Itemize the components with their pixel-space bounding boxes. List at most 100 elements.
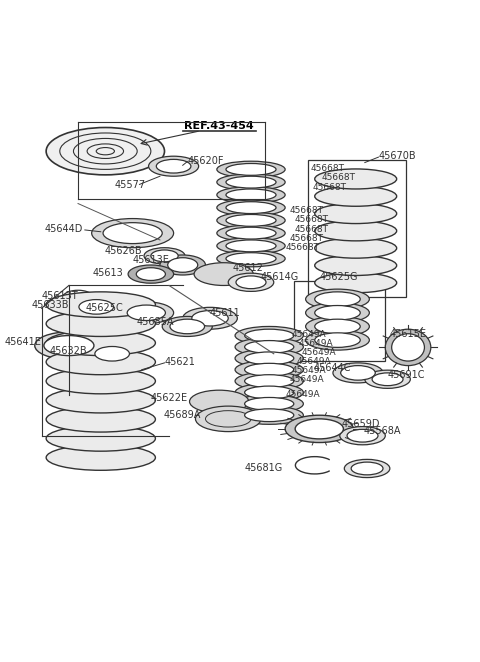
Ellipse shape [127, 305, 166, 320]
Ellipse shape [344, 459, 390, 477]
Ellipse shape [306, 316, 369, 336]
Text: 45611: 45611 [210, 308, 241, 318]
Ellipse shape [170, 319, 204, 334]
Text: 45668T: 45668T [322, 173, 356, 182]
Text: 45613: 45613 [93, 268, 123, 278]
Ellipse shape [315, 186, 396, 207]
Ellipse shape [92, 218, 174, 248]
Ellipse shape [128, 265, 174, 283]
Text: 45668T: 45668T [294, 224, 328, 234]
Text: 45632B: 45632B [49, 346, 87, 356]
Text: 45668T: 45668T [312, 183, 347, 192]
Ellipse shape [245, 352, 294, 365]
Text: 45668T: 45668T [290, 234, 324, 243]
Text: 45625G: 45625G [319, 272, 358, 282]
Ellipse shape [217, 213, 285, 228]
Ellipse shape [245, 363, 294, 376]
Ellipse shape [226, 227, 276, 239]
Ellipse shape [315, 256, 396, 275]
Ellipse shape [226, 214, 276, 226]
Ellipse shape [245, 409, 294, 422]
Text: 45615E: 45615E [390, 329, 427, 339]
Ellipse shape [151, 250, 178, 261]
Ellipse shape [168, 258, 198, 272]
Ellipse shape [306, 289, 369, 309]
Text: 45644D: 45644D [44, 224, 83, 234]
Text: 45649A: 45649A [297, 357, 331, 366]
Ellipse shape [245, 397, 294, 410]
Ellipse shape [162, 316, 212, 336]
Text: 45649A: 45649A [285, 390, 320, 399]
Ellipse shape [217, 238, 285, 254]
Ellipse shape [306, 303, 369, 323]
Text: 45691C: 45691C [387, 369, 425, 380]
Ellipse shape [103, 222, 162, 244]
Ellipse shape [217, 162, 285, 177]
Ellipse shape [183, 307, 237, 329]
Text: 45614G: 45614G [260, 272, 299, 282]
Ellipse shape [136, 267, 166, 281]
Text: 45659D: 45659D [342, 419, 381, 430]
Text: 45649A: 45649A [301, 348, 336, 357]
Ellipse shape [333, 363, 383, 383]
Text: 45681G: 45681G [245, 463, 283, 473]
Ellipse shape [235, 372, 303, 390]
Text: 45649A: 45649A [290, 375, 324, 384]
Ellipse shape [226, 253, 276, 265]
Ellipse shape [306, 330, 369, 350]
Ellipse shape [315, 273, 396, 293]
Ellipse shape [235, 326, 303, 345]
Ellipse shape [46, 426, 156, 451]
Ellipse shape [217, 199, 285, 216]
Ellipse shape [392, 334, 424, 361]
Ellipse shape [144, 248, 185, 264]
Text: 45626B: 45626B [104, 246, 142, 256]
Text: 45685A: 45685A [136, 317, 174, 327]
Ellipse shape [315, 203, 396, 224]
Ellipse shape [295, 419, 343, 439]
Ellipse shape [236, 276, 266, 289]
Ellipse shape [315, 292, 360, 307]
Ellipse shape [46, 292, 156, 317]
Text: 45612: 45612 [233, 263, 264, 273]
Text: 45644C: 45644C [313, 363, 351, 373]
Ellipse shape [217, 250, 285, 267]
Ellipse shape [71, 297, 121, 317]
Text: 45613E: 45613E [132, 256, 169, 265]
Text: 45641E: 45641E [5, 338, 42, 348]
Ellipse shape [315, 238, 396, 258]
Text: 45668T: 45668T [310, 164, 344, 173]
Ellipse shape [285, 415, 353, 442]
Text: 45622E: 45622E [150, 393, 187, 403]
Text: 45668T: 45668T [294, 215, 328, 224]
Ellipse shape [226, 176, 276, 188]
Ellipse shape [149, 156, 199, 176]
Text: 45577: 45577 [114, 180, 145, 191]
Ellipse shape [87, 344, 137, 364]
Text: 45649A: 45649A [292, 330, 326, 339]
Ellipse shape [46, 406, 156, 432]
Ellipse shape [217, 187, 285, 203]
Ellipse shape [35, 332, 103, 359]
Ellipse shape [372, 373, 403, 386]
Ellipse shape [226, 164, 276, 175]
Ellipse shape [119, 302, 174, 324]
Ellipse shape [315, 333, 360, 348]
Text: REF.43-454: REF.43-454 [184, 121, 254, 131]
Text: 45633B: 45633B [31, 300, 69, 310]
Ellipse shape [195, 406, 261, 432]
Ellipse shape [315, 319, 360, 334]
Ellipse shape [245, 375, 294, 387]
Ellipse shape [46, 350, 156, 375]
Ellipse shape [226, 240, 276, 252]
Ellipse shape [156, 160, 191, 173]
Text: 45689A: 45689A [164, 410, 201, 420]
Text: 45649A: 45649A [299, 339, 334, 348]
Ellipse shape [351, 462, 383, 475]
Ellipse shape [235, 395, 303, 413]
Ellipse shape [245, 329, 294, 342]
Ellipse shape [235, 350, 303, 367]
Ellipse shape [228, 273, 274, 291]
Text: 45625C: 45625C [86, 303, 123, 313]
Ellipse shape [347, 430, 378, 442]
